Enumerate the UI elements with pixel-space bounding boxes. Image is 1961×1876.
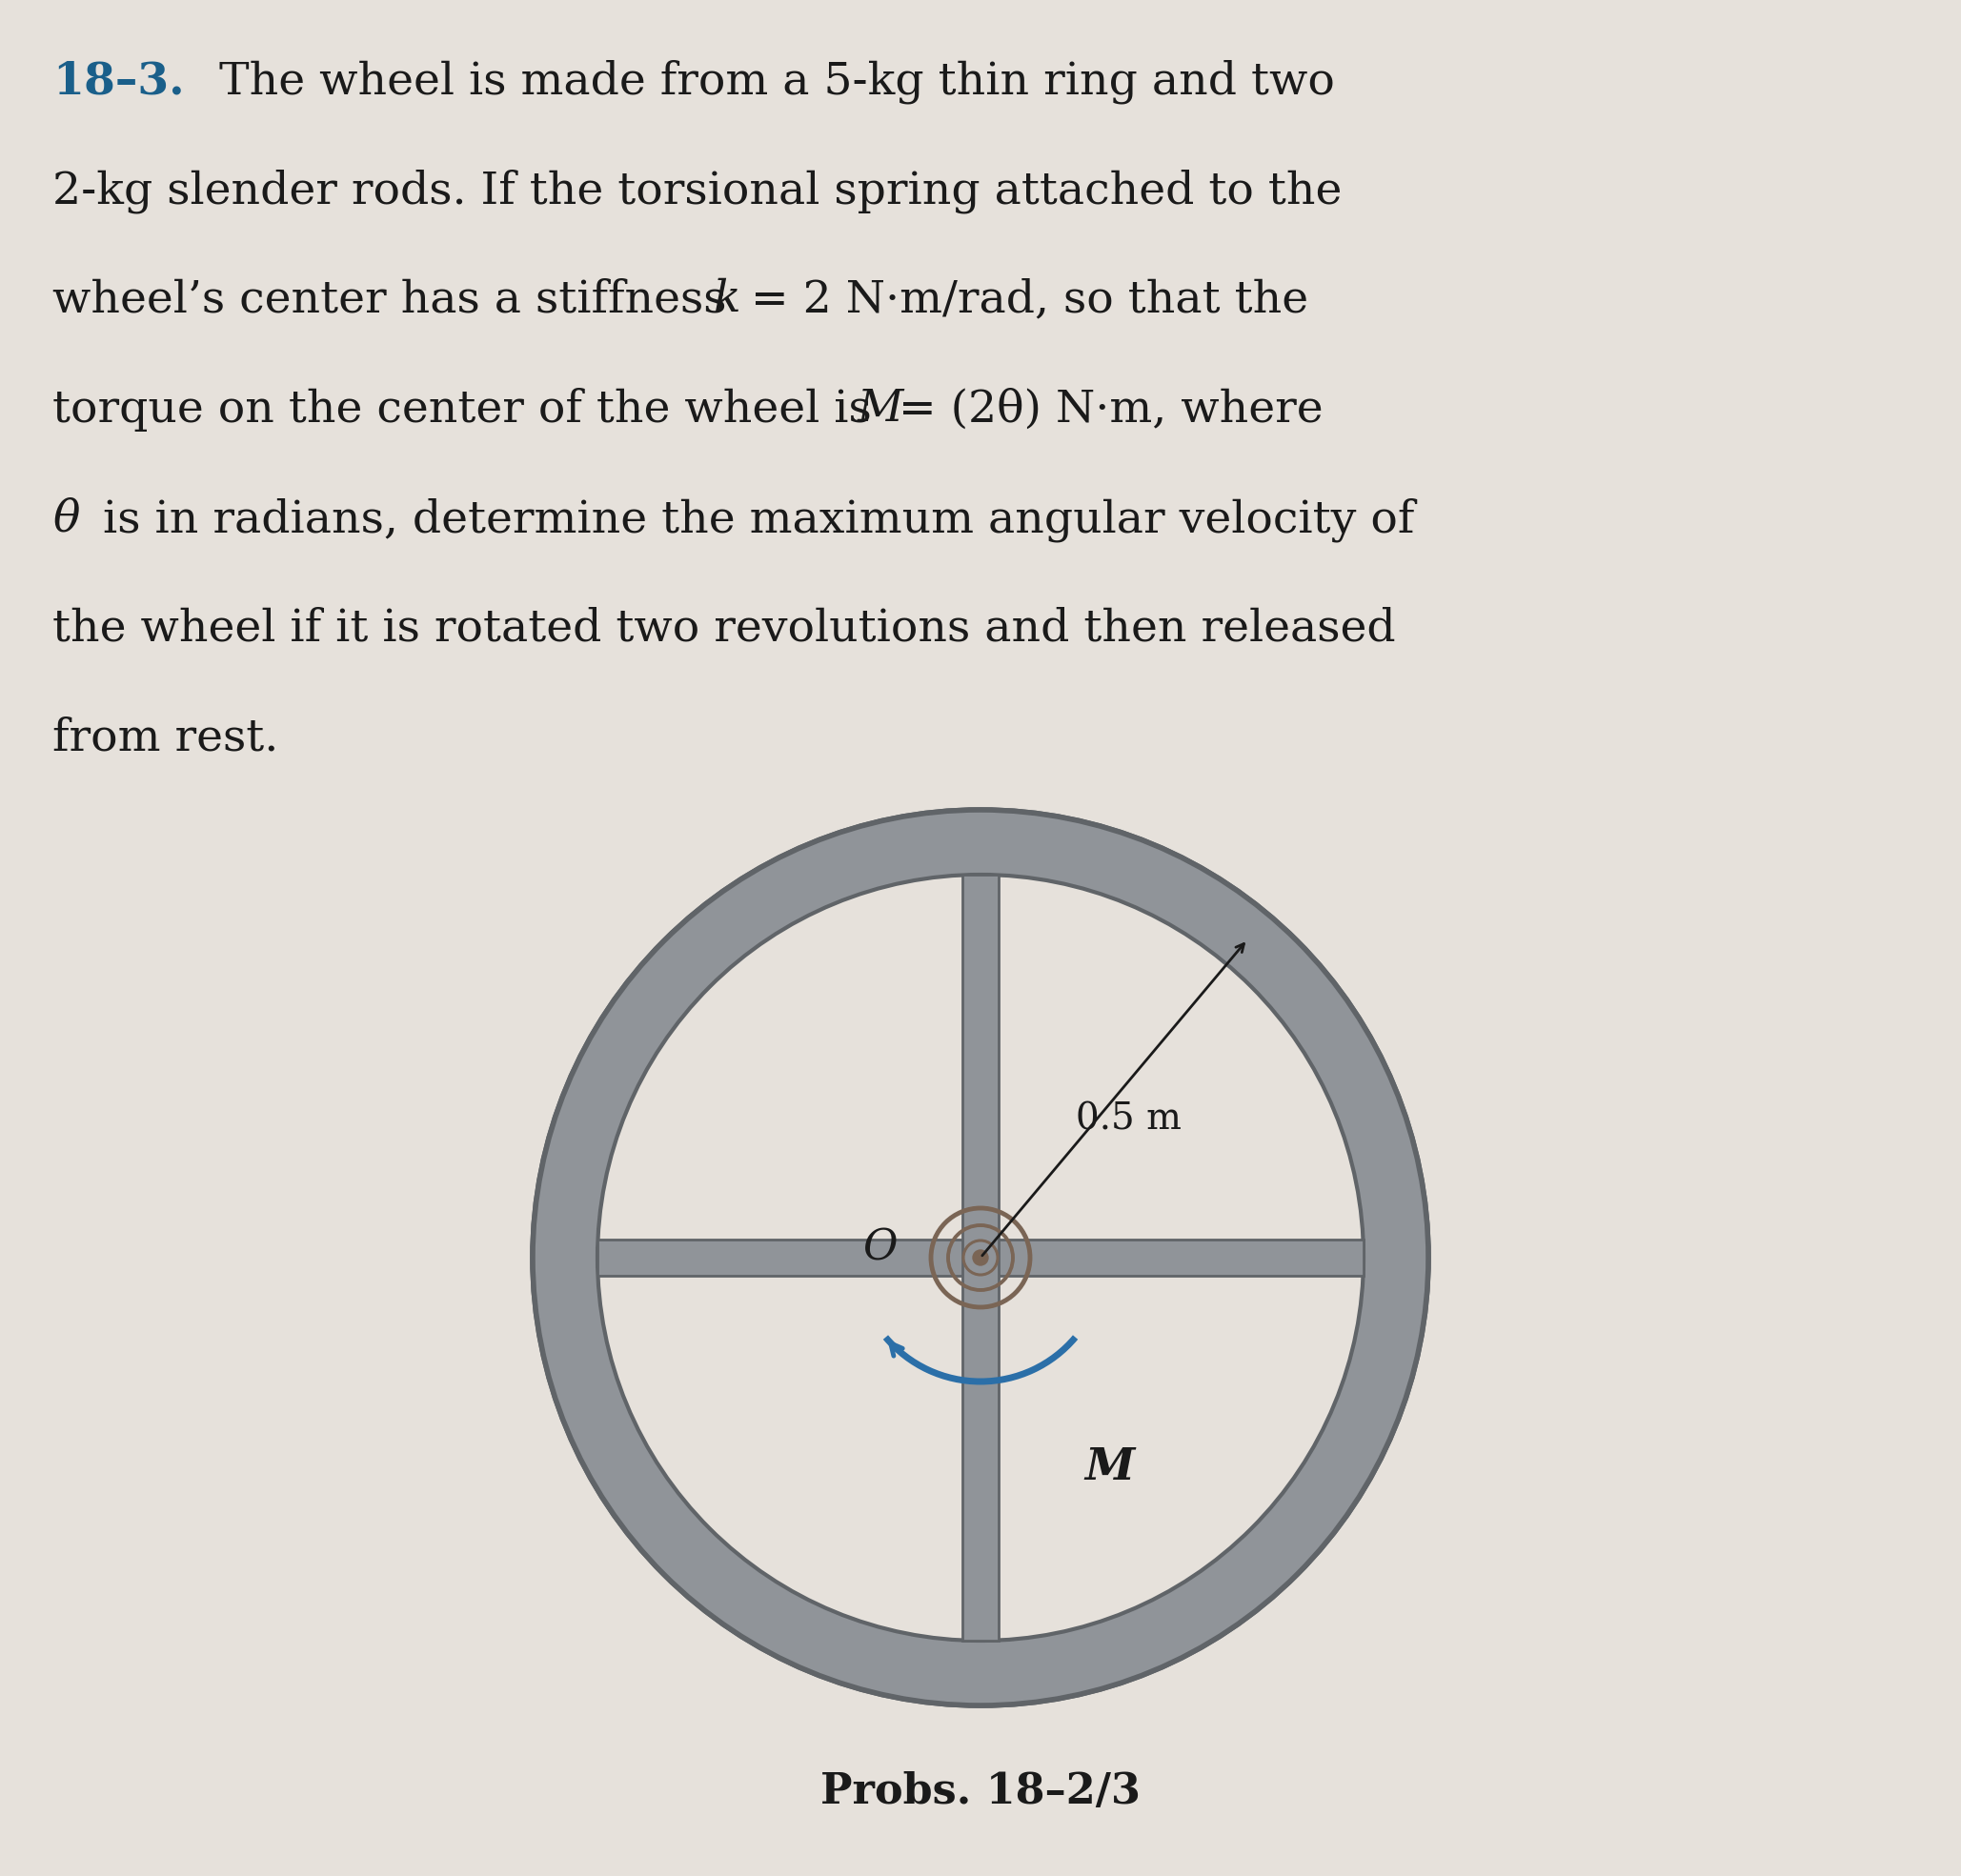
Text: 2-kg slender rods. If the torsional spring attached to the: 2-kg slender rods. If the torsional spri…	[53, 169, 1341, 214]
Circle shape	[598, 874, 1363, 1642]
Text: O: O	[863, 1227, 898, 1268]
Text: = (2θ) N·m, where: = (2θ) N·m, where	[884, 388, 1324, 431]
Text: 18–3.: 18–3.	[53, 58, 184, 103]
Text: θ: θ	[53, 497, 80, 540]
Bar	[598, 1240, 1363, 1276]
Text: from rest.: from rest.	[53, 717, 278, 760]
Text: Probs. 18–2/3: Probs. 18–2/3	[820, 1771, 1141, 1812]
Text: the wheel if it is rotated two revolutions and then released: the wheel if it is rotated two revolutio…	[53, 608, 1396, 651]
Circle shape	[973, 1249, 988, 1264]
Text: M: M	[857, 388, 904, 431]
Circle shape	[533, 810, 1428, 1705]
Bar	[963, 810, 998, 1705]
Text: wheel’s center has a stiffness: wheel’s center has a stiffness	[53, 278, 741, 321]
Text: torque on the center of the wheel is: torque on the center of the wheel is	[53, 388, 886, 431]
Text: is in radians, determine the maximum angular velocity of: is in radians, determine the maximum ang…	[88, 497, 1414, 542]
Circle shape	[533, 810, 1428, 1705]
Text: The wheel is made from a 5-kg thin ring and two: The wheel is made from a 5-kg thin ring …	[220, 58, 1335, 103]
Text: M: M	[1084, 1445, 1133, 1490]
Bar	[533, 1240, 1428, 1276]
Text: k: k	[712, 278, 739, 321]
Text: 0.5 m: 0.5 m	[1077, 1101, 1182, 1137]
Bar	[963, 874, 998, 1642]
Circle shape	[598, 874, 1363, 1642]
Text: = 2 N·m/rad, so that the: = 2 N·m/rad, so that the	[737, 278, 1308, 321]
